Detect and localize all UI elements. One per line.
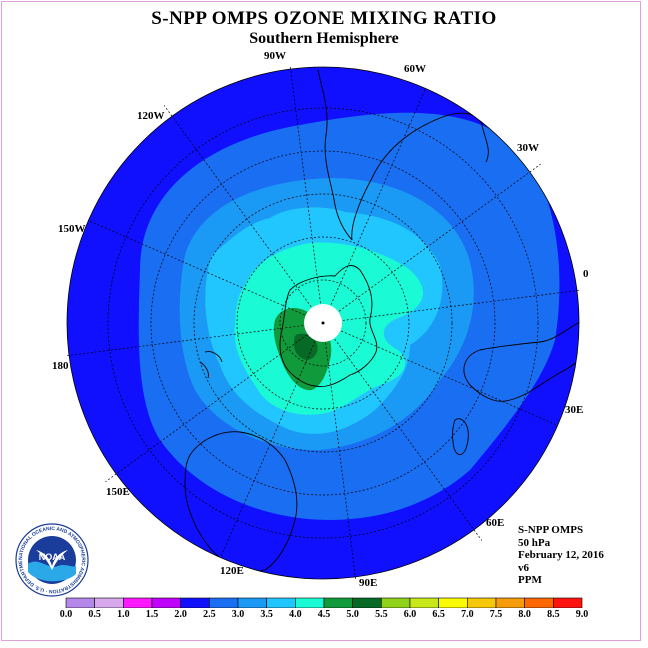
info-level: 50 hPa	[518, 536, 551, 549]
colorbar-tick-label: 1.0	[117, 609, 130, 620]
lon-label-90w: 90W	[264, 50, 286, 62]
colorbar-tick-label: 9.0	[575, 609, 589, 620]
colorbar-tick-label: 5.5	[375, 609, 388, 620]
colorbar-tick-label: 0.0	[59, 609, 73, 620]
latitude-circle	[279, 279, 367, 367]
colorbar-tick-label: 0.5	[88, 609, 101, 620]
colorbar-swatch	[209, 597, 239, 608]
info-units: PPM	[518, 574, 542, 586]
meridian-line	[163, 105, 324, 324]
meridian-line	[67, 322, 324, 357]
madagascar-coast	[452, 418, 469, 456]
colorbar-tick-label: 7.5	[489, 609, 503, 620]
colorbar-tick-label: 4.5	[317, 609, 331, 620]
info-date: February 12, 2016	[518, 549, 604, 561]
graticule	[67, 67, 579, 579]
lon-label-90e: 90E	[359, 577, 378, 589]
map-subtitle: Southern Hemisphere	[249, 30, 399, 47]
lon-label-150w: 150W	[58, 223, 86, 235]
colorbar-swatch	[180, 597, 210, 608]
latitude-circle	[150, 150, 496, 496]
latitude-circle	[107, 107, 539, 539]
latitude-circle	[236, 236, 410, 410]
noaa-logo: NATIONAL OCEANIC AND ATMOSPHERIC ADMINIS…	[14, 522, 89, 597]
colorbar-tick-label: 7.0	[461, 609, 474, 620]
colorbar-tick-label: 3.0	[231, 609, 245, 620]
australia-coast	[184, 431, 298, 572]
colorbar-swatch	[266, 597, 296, 608]
colorbar-tick-label: 2.5	[203, 609, 216, 620]
info-version: v6	[518, 561, 529, 574]
colorbar-swatch	[323, 597, 353, 608]
colorbar-swatch	[381, 597, 411, 608]
lon-label-60w: 60W	[404, 63, 426, 75]
lon-label-120e: 120E	[220, 565, 244, 577]
colorbar-tick-label: 8.5	[547, 609, 560, 620]
logo-text: NOAA	[39, 552, 66, 562]
colorbar-swatch	[495, 597, 525, 608]
colorbar-tick-label: 6.5	[432, 609, 445, 620]
colorbar-tick-label: 1.5	[145, 609, 159, 620]
colorbar-swatch	[65, 597, 95, 608]
lon-label-30w: 30W	[517, 142, 539, 154]
coastlines	[184, 69, 579, 572]
logo-wave	[28, 561, 76, 582]
antarctica-coast	[279, 265, 378, 387]
lon-label-180: 180	[52, 360, 69, 372]
lon-label-150e: 150E	[106, 486, 130, 498]
colorbar-tick-label: 5.0	[346, 609, 359, 620]
colorbar-swatch	[438, 597, 468, 608]
colorbar-swatch	[467, 597, 497, 608]
lon-label-30e: 30E	[565, 404, 584, 416]
colorbar-tick-label: 3.5	[260, 609, 273, 620]
lon-label-60e: 60E	[486, 517, 505, 529]
colorbar-swatch	[295, 597, 325, 608]
meridian-line	[88, 220, 324, 324]
south-pole-marker	[321, 321, 325, 325]
colorbar-tick-label: 2.0	[174, 609, 187, 620]
colorbar	[65, 597, 583, 608]
colorbar-swatch	[237, 597, 267, 608]
africa-coast	[463, 321, 579, 402]
meridian-line	[322, 322, 483, 541]
ozone-field	[67, 67, 579, 579]
outer-frame	[1, 1, 641, 641]
new-zealand-coast	[199, 351, 223, 379]
meridian-line	[322, 289, 579, 324]
map-boundary	[66, 66, 580, 580]
colorbar-tick-label: 8.0	[518, 609, 531, 620]
map-title: S-NPP OMPS OZONE MIXING RATIO	[151, 8, 497, 29]
south-america-coast	[317, 69, 489, 241]
meridian-line	[322, 322, 357, 579]
logo-bird	[36, 550, 68, 570]
colorbar-swatch	[352, 597, 382, 608]
meridian-line	[289, 67, 324, 324]
colorbar-swatch	[524, 597, 554, 608]
meridian-line	[105, 322, 324, 483]
latitude-circle	[193, 193, 453, 453]
meridian-line	[322, 322, 558, 426]
lon-label-120w: 120W	[137, 110, 165, 122]
colorbar-swatch	[123, 597, 153, 608]
info-instrument: S-NPP OMPS	[518, 524, 584, 536]
meridian-line	[322, 88, 426, 324]
colorbar-tick-label: 6.0	[403, 609, 417, 620]
colorbar-swatch	[94, 597, 124, 608]
colorbar-swatch	[553, 597, 583, 608]
colorbar-swatch	[151, 597, 181, 608]
plot-info: S-NPP OMPS 50 hPa February 12, 2016 v6 P…	[518, 524, 604, 587]
meridian-line	[220, 322, 324, 558]
colorbar-tick-label: 4.0	[289, 609, 302, 620]
meridian-line	[322, 163, 541, 324]
colorbar-swatch	[409, 597, 439, 608]
lon-label-0: 0	[583, 268, 589, 280]
